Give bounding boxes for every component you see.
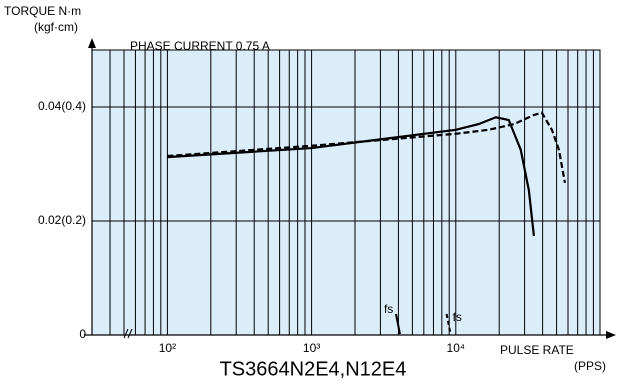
y-axis-arrow bbox=[88, 38, 96, 48]
annotation: fs bbox=[384, 302, 393, 316]
subtitle: PHASE CURRENT 0.75 A bbox=[130, 39, 270, 53]
y-tick-label: 0 bbox=[79, 327, 86, 341]
plot-area bbox=[92, 50, 600, 335]
y-axis-label: TORQUE N·m bbox=[4, 4, 81, 18]
x-axis-unit: (PPS) bbox=[574, 359, 606, 373]
data-line bbox=[167, 111, 566, 184]
y-tick-label: 0.04(0.4) bbox=[38, 99, 86, 113]
axis-break bbox=[123, 328, 133, 339]
y-tick-label: 0.02(0.2) bbox=[38, 213, 86, 227]
y-axis-unit: (kgf·cm) bbox=[34, 20, 78, 34]
x-tick-label: 10² bbox=[159, 341, 176, 355]
annotation: fs bbox=[453, 310, 462, 324]
fs-marker bbox=[394, 313, 401, 335]
x-axis-label: PULSE RATE bbox=[500, 343, 574, 357]
chart-title: TS3664N2E4,N12E4 bbox=[220, 358, 407, 380]
x-axis-arrow bbox=[606, 331, 616, 339]
fs-marker bbox=[445, 313, 452, 335]
x-tick-label: 10³ bbox=[303, 341, 320, 355]
x-tick-label: 10⁴ bbox=[447, 341, 466, 355]
